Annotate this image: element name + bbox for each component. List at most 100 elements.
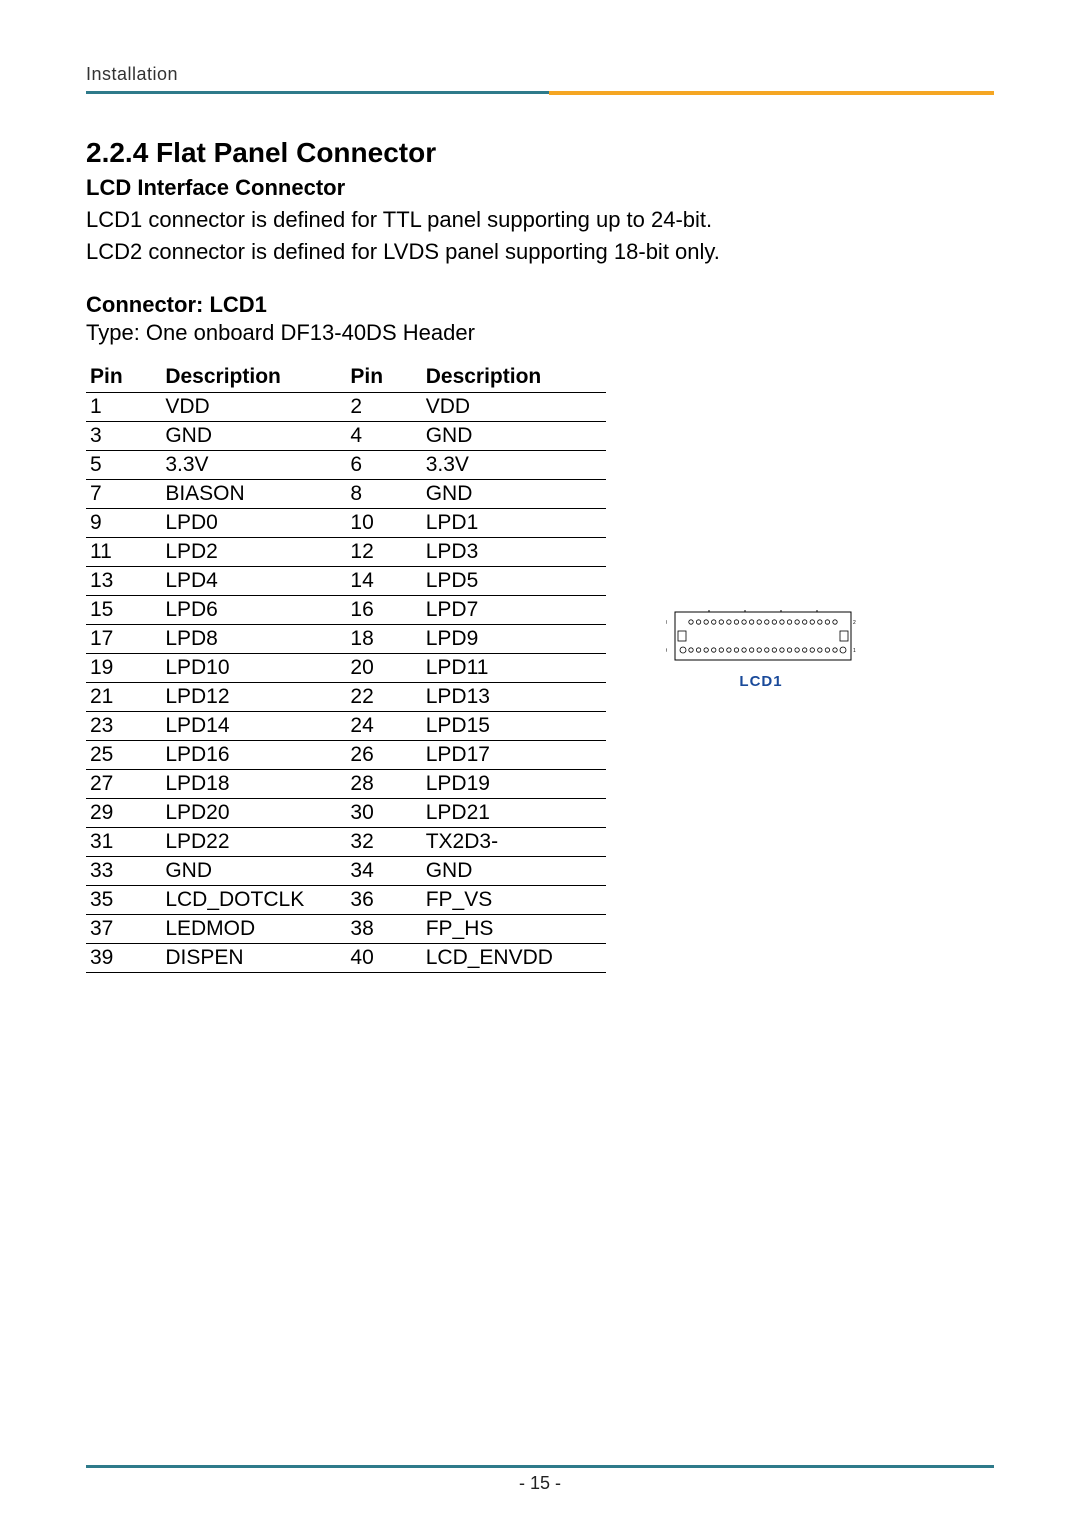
section-subtitle: LCD Interface Connector — [86, 175, 994, 201]
table-cell: 23 — [86, 712, 161, 741]
connector-label: Connector: LCD1 — [86, 292, 994, 318]
table-cell: LPD9 — [422, 625, 606, 654]
table-cell: GND — [422, 480, 606, 509]
table-cell: LPD1 — [422, 509, 606, 538]
table-cell: 11 — [86, 538, 161, 567]
table-row: 23LPD1424LPD15 — [86, 712, 606, 741]
svg-text:40: 40 — [666, 620, 667, 626]
table-cell: 17 — [86, 625, 161, 654]
connector-diagram: 403921 LCD1 — [666, 610, 856, 690]
table-row: 37LEDMOD38FP_HS — [86, 915, 606, 944]
table-cell: GND — [161, 857, 346, 886]
table-cell: DISPEN — [161, 944, 346, 973]
table-row: 31LPD2232TX2D3- — [86, 828, 606, 857]
table-cell: 16 — [346, 596, 421, 625]
th-desc-1: Description — [161, 362, 346, 393]
table-cell: 8 — [346, 480, 421, 509]
table-row: 25LPD1626LPD17 — [86, 741, 606, 770]
table-cell: 29 — [86, 799, 161, 828]
table-cell: 25 — [86, 741, 161, 770]
table-row: 27LPD1828LPD19 — [86, 770, 606, 799]
table-cell: GND — [422, 422, 606, 451]
table-cell: 5 — [86, 451, 161, 480]
table-cell: LEDMOD — [161, 915, 346, 944]
table-cell: 20 — [346, 654, 421, 683]
table-cell: LPD7 — [422, 596, 606, 625]
table-row: 19LPD1020LPD11 — [86, 654, 606, 683]
table-cell: 22 — [346, 683, 421, 712]
th-pin-2: Pin — [346, 362, 421, 393]
table-cell: LPD0 — [161, 509, 346, 538]
table-cell: GND — [161, 422, 346, 451]
connector-svg: 403921 — [666, 610, 856, 662]
table-cell: LPD19 — [422, 770, 606, 799]
table-cell: 15 — [86, 596, 161, 625]
table-cell: LPD21 — [422, 799, 606, 828]
table-cell: 24 — [346, 712, 421, 741]
table-cell: 10 — [346, 509, 421, 538]
paragraph-1: LCD1 connector is defined for TTL panel … — [86, 205, 994, 235]
table-cell: 1 — [86, 393, 161, 422]
table-row: 53.3V63.3V — [86, 451, 606, 480]
table-cell: LPD10 — [161, 654, 346, 683]
table-cell: LCD_ENVDD — [422, 944, 606, 973]
table-cell: LPD13 — [422, 683, 606, 712]
table-row: 9LPD010LPD1 — [86, 509, 606, 538]
connector-type: Type: One onboard DF13-40DS Header — [86, 320, 994, 346]
table-row: 1VDD2VDD — [86, 393, 606, 422]
table-cell: 26 — [346, 741, 421, 770]
table-cell: 3 — [86, 422, 161, 451]
table-header-row: Pin Description Pin Description — [86, 362, 606, 393]
table-cell: 38 — [346, 915, 421, 944]
table-row: 39DISPEN40LCD_ENVDD — [86, 944, 606, 973]
table-cell: LPD4 — [161, 567, 346, 596]
svg-text:1: 1 — [853, 648, 856, 654]
table-cell: LPD15 — [422, 712, 606, 741]
footer-divider — [86, 1465, 994, 1468]
table-cell: LPD18 — [161, 770, 346, 799]
table-row: 11LPD212LPD3 — [86, 538, 606, 567]
table-row: 21LPD1222LPD13 — [86, 683, 606, 712]
table-cell: LPD17 — [422, 741, 606, 770]
table-cell: LPD12 — [161, 683, 346, 712]
table-cell: LPD11 — [422, 654, 606, 683]
paragraph-2: LCD2 connector is defined for LVDS panel… — [86, 237, 994, 267]
pin-table: Pin Description Pin Description 1VDD2VDD… — [86, 362, 606, 973]
table-cell: LPD5 — [422, 567, 606, 596]
table-row: 35LCD_DOTCLK36FP_VS — [86, 886, 606, 915]
table-cell: BIASON — [161, 480, 346, 509]
table-cell: 13 — [86, 567, 161, 596]
table-row: 13LPD414LPD5 — [86, 567, 606, 596]
table-cell: 3.3V — [161, 451, 346, 480]
table-cell: 35 — [86, 886, 161, 915]
page-number: - 15 - — [0, 1473, 1080, 1494]
table-cell: 4 — [346, 422, 421, 451]
table-cell: 28 — [346, 770, 421, 799]
th-pin-1: Pin — [86, 362, 161, 393]
table-cell: LPD2 — [161, 538, 346, 567]
table-cell: LPD14 — [161, 712, 346, 741]
section-heading: 2.2.4 Flat Panel Connector — [86, 137, 994, 169]
table-cell: 2 — [346, 393, 421, 422]
table-cell: 18 — [346, 625, 421, 654]
table-cell: 36 — [346, 886, 421, 915]
table-cell: TX2D3- — [422, 828, 606, 857]
table-cell: 39 — [86, 944, 161, 973]
table-cell: 3.3V — [422, 451, 606, 480]
table-cell: 32 — [346, 828, 421, 857]
table-cell: 37 — [86, 915, 161, 944]
th-desc-2: Description — [422, 362, 606, 393]
table-cell: 6 — [346, 451, 421, 480]
table-cell: LPD20 — [161, 799, 346, 828]
table-cell: LPD8 — [161, 625, 346, 654]
diagram-label: LCD1 — [666, 673, 856, 690]
table-cell: LPD22 — [161, 828, 346, 857]
table-cell: 19 — [86, 654, 161, 683]
table-cell: 30 — [346, 799, 421, 828]
table-row: 3GND4GND — [86, 422, 606, 451]
table-cell: LPD16 — [161, 741, 346, 770]
svg-text:39: 39 — [666, 648, 667, 654]
table-cell: 9 — [86, 509, 161, 538]
table-cell: 31 — [86, 828, 161, 857]
table-cell: GND — [422, 857, 606, 886]
